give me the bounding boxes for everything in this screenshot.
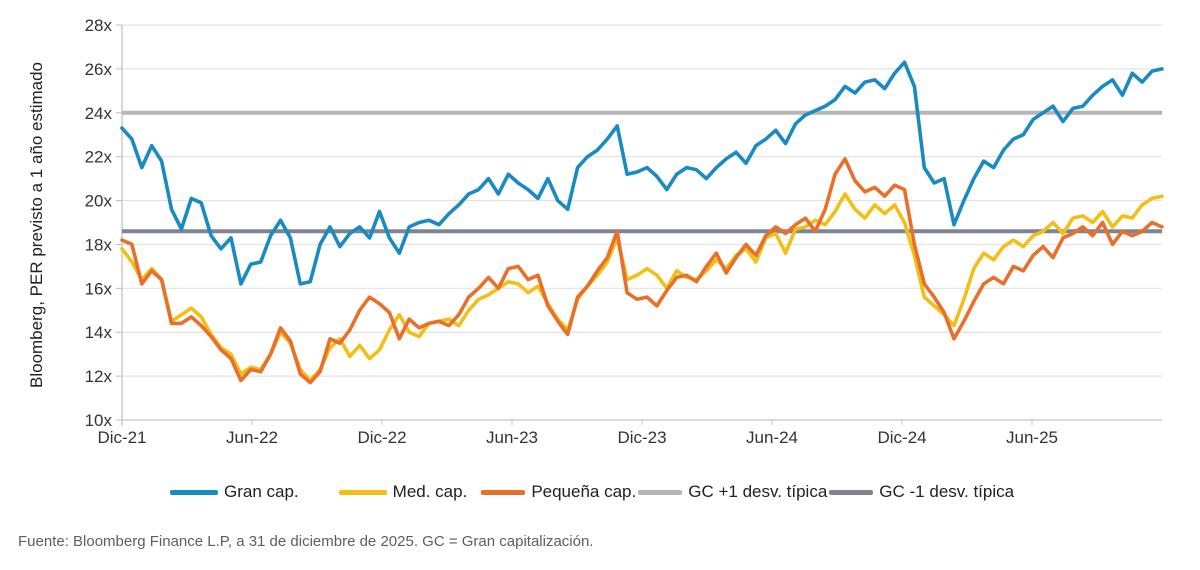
legend-item-gran-cap: Gran cap. (170, 482, 299, 502)
y-tick-label: 20x (85, 192, 113, 211)
legend-label: Pequeña cap. (531, 482, 637, 501)
x-tick-label: Jun-23 (486, 428, 538, 447)
legend-swatch (829, 489, 874, 495)
y-tick-label: 12x (85, 367, 113, 386)
y-tick-label: 14x (85, 323, 113, 342)
x-tick-label: Dic-22 (357, 428, 406, 447)
legend-item-gc-plus-1sd: GC +1 desv. típica (636, 482, 827, 502)
legend-swatch (481, 489, 526, 495)
legend-swatch (638, 489, 683, 495)
y-tick-label: 18x (85, 235, 113, 254)
legend-swatch (338, 489, 387, 495)
x-tick-label: Jun-22 (226, 428, 278, 447)
x-tick-label: Dic-23 (617, 428, 666, 447)
legend-label: GC -1 desv. típica (879, 482, 1015, 501)
legend-item-gc-minus-1sd: GC -1 desv. típica (827, 482, 1014, 502)
x-tick-label: Dic-24 (877, 428, 926, 447)
x-tick-labels: Dic-21 Jun-22 Dic-22 Jun-23 Dic-23 Jun-24 Dic-… (97, 428, 1058, 447)
series-pequeña-cap-line (120, 157, 1164, 385)
y-tick-label: 24x (85, 104, 113, 123)
y-tick-label: 22x (85, 148, 113, 167)
gridlines (122, 24, 1162, 377)
legend: Gran cap. Med. cap. Pequeña cap. GC +1 d… (170, 482, 1014, 502)
axes (116, 24, 1162, 426)
x-tick-label: Jun-24 (746, 428, 798, 447)
series-lines (120, 60, 1164, 385)
legend-swatch (170, 489, 218, 495)
y-axis-label: Bloomberg, PER previsto a 1 año estimado (27, 62, 46, 388)
y-tick-labels: 10x 12x 14x 16x 18x 20x 22x 24x 26x 28x (85, 16, 113, 430)
legend-label: Gran cap. (224, 482, 299, 501)
y-tick-label: 28x (85, 16, 113, 35)
x-tick-label: Dic-21 (97, 428, 146, 447)
y-tick-label: 26x (85, 60, 113, 79)
x-tick-label: Jun-25 (1006, 428, 1058, 447)
reference-lines (122, 110, 1162, 234)
legend-label: Med. cap. (392, 482, 468, 501)
legend-label: GC +1 desv. típica (688, 482, 828, 501)
chart: 10x 12x 14x 16x 18x 20x 22x 24x 26x 28x Dic-21 Jun… (27, 16, 1164, 447)
source-note: Fuente: Bloomberg Finance L.P, a 31 de d… (18, 533, 594, 550)
series-gran-cap-line (120, 60, 1164, 286)
legend-item-pequena-cap: Pequeña cap. (481, 482, 636, 502)
y-tick-label: 10x (85, 411, 113, 430)
y-tick-label: 16x (85, 279, 113, 298)
legend-item-med-cap: Med. cap. (338, 482, 468, 502)
